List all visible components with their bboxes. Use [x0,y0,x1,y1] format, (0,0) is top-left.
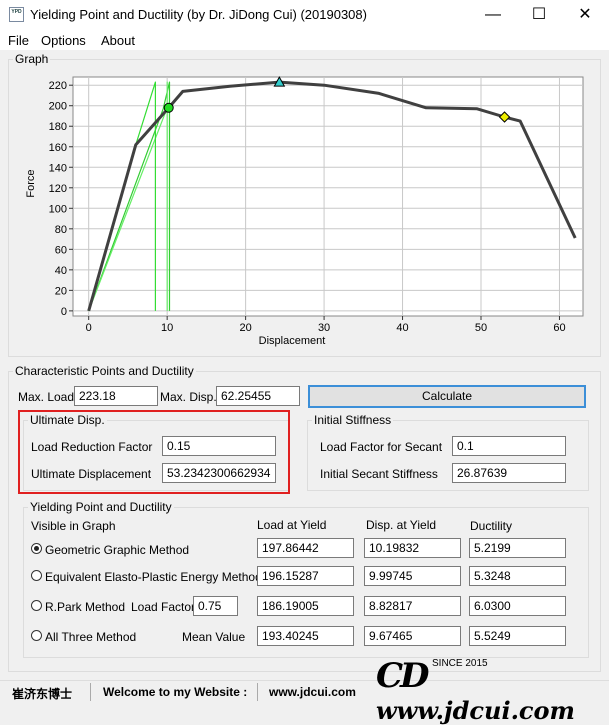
energy-method-label[interactable]: Equivalent Elasto-Plastic Energy Method [45,570,262,584]
close-button[interactable]: ✕ [578,6,592,23]
yielding-legend: Yielding Point and Ductility [30,500,172,514]
initial-secant-stiffness-field[interactable]: 26.87639 [452,463,566,483]
load-factor-secant-label: Load Factor for Secant [320,440,443,454]
rpark-ductility-field[interactable]: 6.0300 [469,596,566,616]
y-tick-label: 40 [55,265,67,277]
y-tick-label: 220 [49,80,67,92]
max-load-label: Max. Load [18,390,75,404]
geometric-method-label[interactable]: Geometric Graphic Method [45,543,190,557]
mean-load-field[interactable]: 193.40245 [257,626,354,646]
y-tick-label: 160 [49,142,67,154]
force-displacement-chart: 0 10 20 30 40 50 60 0 20 40 60 80 100 120 140 160 180 200… [25,76,584,347]
graph-group: Graph [8,52,601,357]
logo-url: www.jdcui.com [376,696,575,725]
highlight-box [18,410,290,494]
mean-ductility-field[interactable]: 5.5249 [469,626,566,646]
x-tick-label: 30 [318,322,330,334]
status-website[interactable]: www.jdcui.com [269,685,356,699]
x-tick-label: 40 [396,322,408,334]
energy-ductility-field[interactable]: 5.3248 [469,566,566,586]
graph-legend: Graph [15,52,49,66]
y-tick-label: 200 [49,101,67,113]
plot-area [72,76,584,317]
initial-stiffness-group: Initial Stiffness [307,413,589,491]
geometric-load-field[interactable]: 197.86442 [257,538,354,558]
x-tick-label: 10 [161,322,173,334]
menu-options[interactable]: Options [41,33,86,48]
rpark-method-radio[interactable] [31,600,42,611]
logo-mark: CD [376,656,430,696]
yielding-group: Yielding Point and Ductility [23,500,589,658]
maximize-button[interactable]: ☐ [531,6,547,23]
disp-at-yield-header: Disp. at Yield [366,518,437,532]
mean-value-label: Mean Value [182,630,246,644]
load-factor-secant-field[interactable]: 0.1 [452,436,566,456]
mean-disp-field[interactable]: 9.67465 [364,626,461,646]
energy-load-field[interactable]: 196.15287 [257,566,354,586]
initial-secant-stiffness-label: Initial Secant Stiffness [320,467,438,481]
status-divider-2 [257,683,258,701]
all-three-method-radio[interactable] [31,630,42,641]
x-tick-label: 0 [86,322,92,334]
peak-point-marker [273,76,286,87]
status-welcome: Welcome to my Website : [103,685,248,699]
ductility-header: Ductility [470,519,513,533]
ultimate-displacement-field[interactable]: 53.2342300662934 [162,463,276,483]
all-three-method-label[interactable]: All Three Method [45,630,137,644]
menu-about[interactable]: About [101,33,135,48]
x-tick-label: 50 [475,322,487,334]
menu-file[interactable]: File [8,33,29,48]
rpark-method-label[interactable]: R.Park Method [45,600,126,614]
rpark-disp-field[interactable]: 8.82817 [364,596,461,616]
ultimate-disp-legend: Ultimate Disp. [30,413,105,427]
energy-disp-field[interactable]: 9.99745 [364,566,461,586]
max-disp-field[interactable]: 62.25455 [216,386,300,406]
y-tick-label: 180 [49,121,67,133]
status-author: 崔济东博士 [12,687,73,701]
y-tick-label: 60 [55,244,67,256]
y-tick-label: 20 [55,285,67,297]
characteristic-legend: Characteristic Points and Ductility [15,364,194,378]
menu-bar [0,30,609,50]
logo-since: SINCE 2015 [432,658,488,669]
max-load-field[interactable]: 223.18 [74,386,158,406]
ultimate-displacement-label: Ultimate Displacement [31,467,152,481]
geometric-method-radio[interactable] [31,543,42,554]
x-tick-label: 20 [239,322,251,334]
geometric-disp-field[interactable]: 10.19832 [364,538,461,558]
energy-method-radio[interactable] [31,570,42,581]
x-tick-label: 60 [553,322,565,334]
status-bar [0,680,609,705]
geometric-ductility-field[interactable]: 5.2199 [469,538,566,558]
load-reduction-factor-field[interactable]: 0.15 [162,436,276,456]
rpark-load-factor-field[interactable]: 0.75 [193,596,238,616]
y-tick-label: 0 [61,306,67,318]
window-title: Yielding Point and Ductility (by Dr. JiD… [30,7,367,22]
app-icon: YPD [9,7,24,22]
characteristic-group: Characteristic Points and Ductility [8,364,601,672]
rpark-load-field[interactable]: 186.19005 [257,596,354,616]
minimize-button[interactable]: — [485,6,501,23]
yield-construction-line [88,81,171,312]
x-axis-label: Displacement [259,335,326,347]
yield-construction-line [88,81,168,312]
y-tick-label: 100 [49,203,67,215]
y-tick-label: 120 [49,183,67,195]
max-disp-label: Max. Disp. [160,390,217,404]
ultimate-point-marker [498,111,511,123]
yield-point-marker [163,102,174,113]
jdcui-logo: CD www.jdcui.com [376,656,609,725]
y-tick-label: 80 [55,224,67,236]
y-tick-label: 140 [49,162,67,174]
status-divider-1 [90,683,91,701]
title-bar [0,0,609,30]
load-at-yield-header: Load at Yield [257,518,327,532]
initial-stiffness-legend: Initial Stiffness [314,413,392,427]
y-axis-label: Force [25,169,37,197]
calculate-button[interactable]: Calculate [308,385,586,408]
load-factor-label: Load Factor [131,600,196,614]
load-reduction-factor-label: Load Reduction Factor [31,440,153,454]
visible-in-graph-label: Visible in Graph [31,519,116,533]
